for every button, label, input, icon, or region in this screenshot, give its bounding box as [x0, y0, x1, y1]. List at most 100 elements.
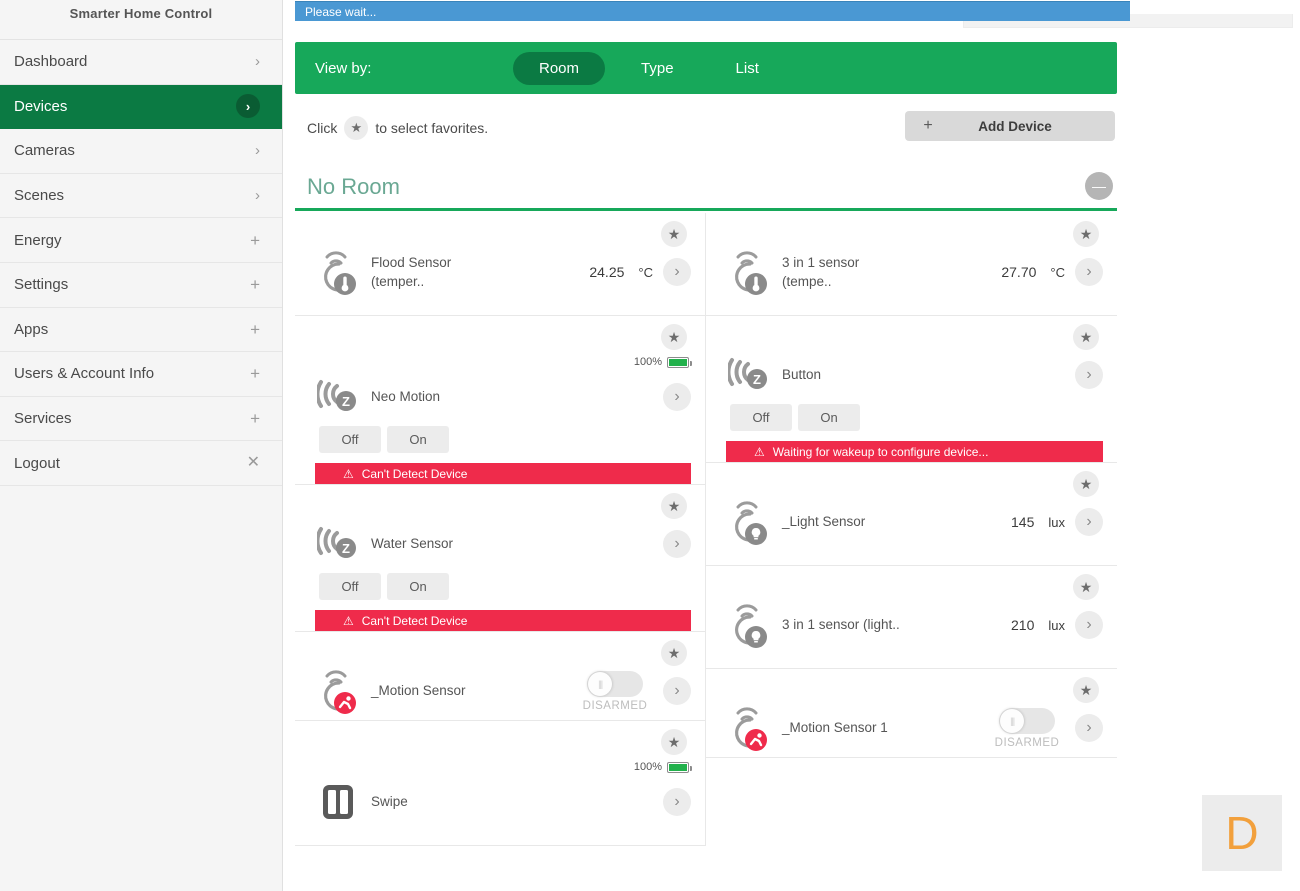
device-column-right: ★ 3 in 1 sensor (tempe.. 27.70 °C › ★ Z Button › O…: [706, 213, 1117, 758]
battery-indicator: 100%: [633, 761, 692, 773]
arm-toggle-switch[interactable]: [999, 707, 1055, 734]
sidebar-nav: Dashboard › Devices › Cameras › Scenes › Energy +…: [0, 40, 282, 486]
device-row: Flood Sensor (temper.. 24.25 °C ›: [295, 213, 705, 315]
on-off-buttons: Off On: [295, 573, 705, 610]
favorites-row: Click ★ to select favorites. + Add Devic…: [295, 108, 1117, 148]
device-card[interactable]: ★ 100% Z Neo Motion › Off On ⚠ Can't Detect Devi…: [295, 316, 705, 485]
sidebar-item-users-account-info[interactable]: Users & Account Info +: [0, 352, 282, 397]
device-row: _Motion Sensor DISARMED ›: [295, 632, 705, 720]
device-row: _Motion Sensor 1 DISARMED ›: [706, 669, 1117, 757]
on-button[interactable]: On: [387, 573, 449, 600]
battery-icon: [667, 761, 692, 773]
device-name-line1: 3 in 1 sensor (light..: [782, 617, 900, 633]
main-content: Please wait... View by: Room Type List Cli…: [283, 0, 1300, 891]
view-by-option-list[interactable]: List: [735, 59, 759, 77]
device-detail-chevron-icon[interactable]: ›: [663, 788, 691, 816]
favorite-star-icon[interactable]: ★: [661, 221, 687, 247]
on-button[interactable]: On: [798, 404, 860, 431]
svg-text:Z: Z: [342, 541, 350, 556]
plus-icon: +: [250, 409, 260, 429]
favorites-hint: Click ★ to select favorites.: [307, 116, 488, 140]
device-card[interactable]: ★ _Light Sensor 145 lux ›: [706, 463, 1117, 566]
device-row: Z Button ›: [706, 316, 1117, 404]
plus-icon: +: [250, 364, 260, 384]
device-name: _Motion Sensor 1: [782, 718, 985, 737]
arm-toggle-switch[interactable]: [587, 670, 643, 697]
device-card[interactable]: ★ _Motion Sensor 1 DISARMED ›: [706, 669, 1117, 758]
device-detail-chevron-icon[interactable]: ›: [1075, 611, 1103, 639]
sidebar-item-cameras[interactable]: Cameras ›: [0, 129, 282, 174]
logo-letter: D: [1225, 807, 1259, 859]
close-icon: ✕: [246, 454, 260, 472]
device-name-line1: _Light Sensor: [782, 514, 866, 530]
device-detail-chevron-icon[interactable]: ›: [663, 530, 691, 558]
device-name: Button: [782, 365, 1075, 384]
device-error-text: Can't Detect Device: [361, 466, 468, 481]
view-by-option-type[interactable]: Type: [641, 59, 674, 77]
device-row: Swipe ›: [295, 721, 705, 845]
sidebar-item-label: Scenes: [14, 187, 65, 205]
app-logo-badge: D: [1202, 795, 1282, 871]
device-value: 24.25: [589, 264, 625, 280]
device-name-line2: (tempe..: [782, 274, 832, 289]
sidebar-item-apps[interactable]: Apps +: [0, 307, 282, 353]
device-card[interactable]: ★ _Motion Sensor DISARMED ›: [295, 632, 705, 721]
sidebar-item-label: Services: [14, 410, 72, 428]
sidebar-item-settings[interactable]: Settings +: [0, 262, 282, 308]
plus-icon: +: [250, 275, 260, 295]
add-device-button[interactable]: + Add Device: [905, 111, 1115, 141]
device-detail-chevron-icon[interactable]: ›: [1075, 508, 1103, 536]
off-button[interactable]: Off: [730, 404, 792, 431]
device-detail-chevron-icon[interactable]: ›: [663, 383, 691, 411]
view-by-option-room[interactable]: Room: [513, 51, 606, 85]
device-card[interactable]: ★ Z Water Sensor › Off On ⚠ Can't Detect Device: [295, 485, 705, 632]
sidebar-item-scenes[interactable]: Scenes ›: [0, 173, 282, 219]
device-detail-chevron-icon[interactable]: ›: [1075, 714, 1103, 742]
top-faint-text: [1279, 0, 1282, 8]
sidebar-item-services[interactable]: Services +: [0, 396, 282, 442]
sidebar-item-label: Users & Account Info: [14, 365, 155, 383]
battery-level-label: 100%: [633, 761, 662, 773]
device-detail-chevron-icon[interactable]: ›: [663, 258, 691, 286]
warning-icon: ⚠: [343, 613, 354, 628]
favorite-star-icon[interactable]: ★: [661, 493, 687, 519]
on-off-buttons: Off On: [295, 426, 705, 463]
sidebar-item-logout[interactable]: Logout ✕: [0, 441, 282, 486]
favorites-hint-prefix: Click: [307, 120, 338, 136]
favorite-star-icon[interactable]: ★: [1073, 221, 1099, 247]
sidebar-item-energy[interactable]: Energy +: [0, 218, 282, 263]
room-header: No Room —: [295, 162, 1117, 212]
device-detail-chevron-icon[interactable]: ›: [663, 677, 691, 705]
device-detail-chevron-icon[interactable]: ›: [1075, 361, 1103, 389]
arm-control: DISARMED: [985, 707, 1069, 749]
zwave-icon: Z: [317, 372, 365, 422]
favorite-star-icon[interactable]: ★: [661, 640, 687, 666]
favorite-star-icon[interactable]: ★: [1073, 574, 1099, 600]
device-card[interactable]: ★ 100% Swipe ›: [295, 721, 705, 846]
favorite-star-icon[interactable]: ★: [1073, 471, 1099, 497]
flood-temperature-sensor-icon: [317, 247, 365, 297]
device-card[interactable]: ★ 3 in 1 sensor (tempe.. 27.70 °C ›: [706, 213, 1117, 316]
favorite-star-icon[interactable]: ★: [1073, 324, 1099, 350]
device-row: Z Neo Motion ›: [295, 316, 705, 426]
device-detail-chevron-icon[interactable]: ›: [1075, 258, 1103, 286]
room-title: No Room: [307, 174, 400, 199]
device-name: Flood Sensor (temper..: [371, 253, 589, 291]
battery-level-label: 100%: [633, 356, 662, 368]
device-name: 3 in 1 sensor (light..: [782, 615, 1011, 634]
sidebar-item-devices[interactable]: Devices ›: [0, 84, 282, 130]
off-button[interactable]: Off: [319, 426, 381, 453]
favorite-star-icon[interactable]: ★: [661, 729, 687, 755]
room-collapse-button[interactable]: —: [1085, 172, 1113, 200]
off-button[interactable]: Off: [319, 573, 381, 600]
sidebar-item-dashboard[interactable]: Dashboard ›: [0, 40, 282, 85]
arm-state-label: DISARMED: [582, 699, 648, 712]
device-unit: lux: [1048, 617, 1065, 633]
temperature-sensor-icon: [728, 247, 776, 297]
favorite-star-icon[interactable]: ★: [1073, 677, 1099, 703]
device-card[interactable]: ★ Z Button › Off On ⚠ Waiting for wakeup to con…: [706, 316, 1117, 463]
device-card[interactable]: ★ Flood Sensor (temper.. 24.25 °C ›: [295, 213, 705, 316]
favorite-star-icon[interactable]: ★: [661, 324, 687, 350]
on-button[interactable]: On: [387, 426, 449, 453]
device-card[interactable]: ★ 3 in 1 sensor (light.. 210 lux ›: [706, 566, 1117, 669]
